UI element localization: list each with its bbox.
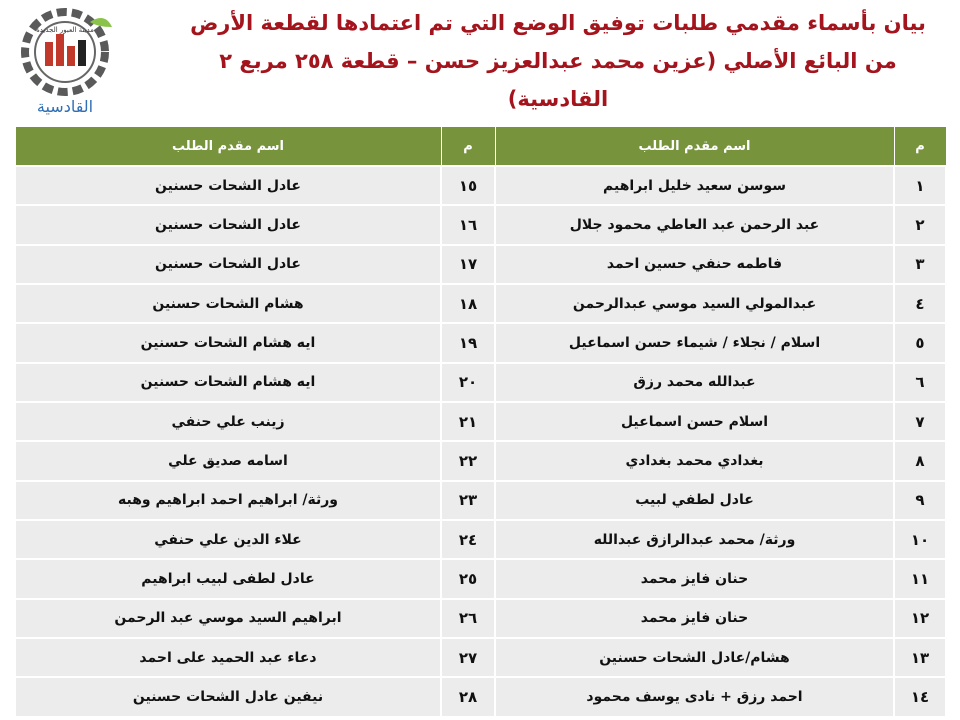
- row-number: ١٦: [440, 204, 496, 246]
- table-row: ١ سوسن سعيد خليل ابراهيم ١٥ عادل الشحات حسن…: [14, 164, 947, 207]
- applicant-name: عبدالله محمد رزق: [494, 361, 895, 404]
- applicant-name: عادل لطفى لبيب ابراهيم: [14, 558, 442, 600]
- row-number: ٦: [893, 361, 947, 404]
- logo-ring: [34, 21, 96, 83]
- applicant-name: بغدادي محمد بغدادي: [494, 440, 895, 482]
- row-number: ٤: [893, 283, 947, 325]
- row-number: ٢٥: [440, 558, 496, 600]
- header-row: م اسم مقدم الطلب م اسم مقدم الطلب: [14, 126, 947, 167]
- applicant-name: اسلام / نجلاء / شيماء حسن اسماعيل: [494, 322, 895, 364]
- applicants-table: م اسم مقدم الطلب م اسم مقدم الطلب ١ سوسن سعي…: [14, 126, 947, 718]
- table-row: ٨ بغدادي محمد بغدادي ٢٢ اسامه صديق علي: [14, 440, 947, 482]
- column-header: اسم مقدم الطلب: [14, 126, 442, 167]
- row-number: ١٠: [893, 519, 947, 561]
- table-row: ١٢ حنان فايز محمد ٢٦ ابراهيم السيد موسي عبد…: [14, 597, 947, 640]
- logo: مدينة العبور الجديدة القادسية: [21, 8, 112, 116]
- applicant-name: سوسن سعيد خليل ابراهيم: [494, 164, 895, 207]
- row-number: ١٩: [440, 322, 496, 364]
- table-row: ٢ عبد الرحمن عبد العاطي محمود جلال ١٦ عادل …: [14, 204, 947, 246]
- column-header: م: [893, 126, 947, 167]
- applicant-name: عادل الشحات حسنين: [14, 243, 442, 286]
- row-number: ١: [893, 164, 947, 207]
- row-number: ٢٠: [440, 361, 496, 404]
- logo-gear: [21, 8, 109, 96]
- logo-building: [56, 34, 64, 66]
- logo-building: [45, 42, 53, 66]
- applicant-name: نيفين عادل الشحات حسنين: [14, 676, 442, 718]
- table-row: ٩ عادل لطفي لبيب ٢٣ ورثة/ ابراهيم احمد ابرا…: [14, 479, 947, 522]
- applicant-name: فاطمه حنفي حسين احمد: [494, 243, 895, 286]
- applicant-name: احمد رزق + نادى يوسف محمود: [494, 676, 895, 718]
- applicant-name: عبدالمولي السيد موسي عبدالرحمن: [494, 283, 895, 325]
- applicant-name: هشام/عادل الشحات حسنين: [494, 637, 895, 679]
- table-body: ١ سوسن سعيد خليل ابراهيم ١٥ عادل الشحات حسن…: [14, 164, 947, 718]
- table-row: ٥ اسلام / نجلاء / شيماء حسن اسماعيل ١٩ ايه …: [14, 322, 947, 364]
- row-number: ١١: [893, 558, 947, 600]
- row-number: ١٨: [440, 283, 496, 325]
- row-number: ٢٤: [440, 519, 496, 561]
- row-number: ٢٦: [440, 597, 496, 640]
- row-number: ١٢: [893, 597, 947, 640]
- row-number: ٢١: [440, 401, 496, 443]
- row-number: ٨: [893, 440, 947, 482]
- table-row: ٦ عبدالله محمد رزق ٢٠ ايه هشام الشحات حسنين: [14, 361, 947, 404]
- title-line: من البائع الأصلي (عزين محمد عبدالعزيز حس…: [219, 49, 897, 111]
- column-header: م: [440, 126, 496, 167]
- table-row: ٤ عبدالمولي السيد موسي عبدالرحمن ١٨ هشام ال…: [14, 283, 947, 325]
- row-number: ٩: [893, 479, 947, 522]
- applicant-name: عادل الشحات حسنين: [14, 204, 442, 246]
- row-number: ٢٣: [440, 479, 496, 522]
- title-line: بيان بأسماء مقدمي طلبات توفيق الوضع التي…: [190, 11, 926, 35]
- table-row: ١٣ هشام/عادل الشحات حسنين ٢٧ دعاء عبد الحمي…: [14, 637, 947, 679]
- applicant-name: عادل الشحات حسنين: [14, 164, 442, 207]
- row-number: ٢٨: [440, 676, 496, 718]
- applicant-name: اسامه صديق علي: [14, 440, 442, 482]
- table-row: ١٤ احمد رزق + نادى يوسف محمود ٢٨ نيفين عادل…: [14, 676, 947, 718]
- applicant-name: علاء الدين علي حنفي: [14, 519, 442, 561]
- applicant-name: ورثة/ ابراهيم احمد ابراهيم وهبه: [14, 479, 442, 522]
- row-number: ٢٧: [440, 637, 496, 679]
- applicant-name: حنان فايز محمد: [494, 558, 895, 600]
- applicant-name: ايه هشام الشحات حسنين: [14, 361, 442, 404]
- row-number: ٣: [893, 243, 947, 286]
- applicant-name: دعاء عبد الحميد على احمد: [14, 637, 442, 679]
- logo-top-text: مدينة العبور الجديدة: [36, 26, 94, 34]
- row-number: ١٧: [440, 243, 496, 286]
- row-number: ٢: [893, 204, 947, 246]
- table-row: ٧ اسلام حسن اسماعيل ٢١ زينب علي حنفي: [14, 401, 947, 443]
- applicant-name: اسلام حسن اسماعيل: [494, 401, 895, 443]
- row-number: ١٤: [893, 676, 947, 718]
- table-row: ١٠ ورثة/ محمد عبدالرازق عبدالله ٢٤ علاء الد…: [14, 519, 947, 561]
- row-number: ١٥: [440, 164, 496, 207]
- row-number: ٥: [893, 322, 947, 364]
- row-number: ٧: [893, 401, 947, 443]
- logo-building: [78, 40, 86, 66]
- row-number: ٢٢: [440, 440, 496, 482]
- logo-building: [67, 46, 75, 66]
- logo-leaf: [90, 18, 112, 27]
- applicant-name: حنان فايز محمد: [494, 597, 895, 640]
- column-header: اسم مقدم الطلب: [494, 126, 895, 167]
- table-row: ٣ فاطمه حنفي حسين احمد ١٧ عادل الشحات حسنين: [14, 243, 947, 286]
- applicant-name: هشام الشحات حسنين: [14, 283, 442, 325]
- applicant-name: ايه هشام الشحات حسنين: [14, 322, 442, 364]
- table-row: ١١ حنان فايز محمد ٢٥ عادل لطفى لبيب ابراهيم: [14, 558, 947, 600]
- logo-bottom-text: القادسية: [37, 97, 93, 116]
- applicant-name: ورثة/ محمد عبدالرازق عبدالله: [494, 519, 895, 561]
- applicant-name: ابراهيم السيد موسي عبد الرحمن: [14, 597, 442, 640]
- applicant-name: زينب علي حنفي: [14, 401, 442, 443]
- row-number: ١٣: [893, 637, 947, 679]
- applicant-name: عادل لطفي لبيب: [494, 479, 895, 522]
- applicant-name: عبد الرحمن عبد العاطي محمود جلال: [494, 204, 895, 246]
